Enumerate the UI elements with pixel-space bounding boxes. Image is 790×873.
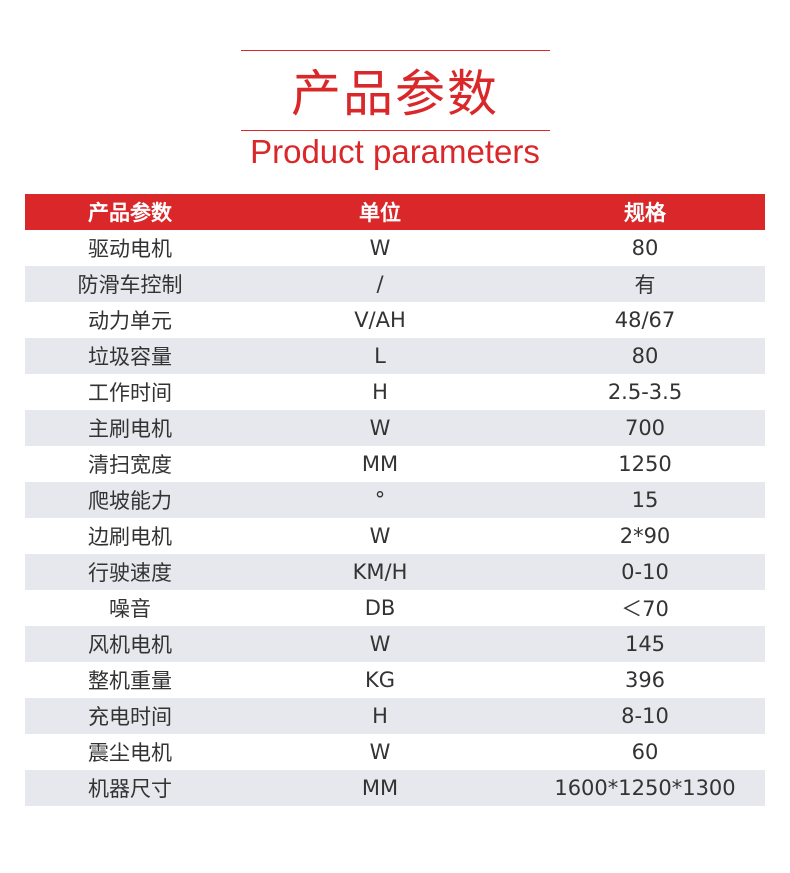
table-row: 风机电机 W 145 [25, 626, 765, 662]
unit-cell: MM [361, 452, 399, 476]
table-row: 垃圾容量 L 80 [25, 338, 765, 374]
table-row: 主刷电机 W 700 [25, 410, 765, 446]
parameter-cell: 机器尺寸 [25, 770, 235, 806]
spec-cell: 396 [624, 668, 666, 692]
parameter-cell: 震尘电机 [88, 741, 172, 765]
unit-cell: MM [235, 770, 525, 806]
parameter-cell: 工作时间 [88, 381, 172, 405]
table-row: 充电时间 H 8-10 [25, 698, 765, 734]
table-row: 行驶速度 KM/H 0-10 [25, 554, 765, 590]
table-row: 噪音 DB ＜70 [25, 590, 765, 626]
spec-cell: 80 [631, 236, 659, 260]
unit-cell: DB [364, 596, 396, 620]
spec-cell: 15 [525, 482, 765, 518]
parameter-cell: 清扫宽度 [88, 453, 172, 477]
unit-cell: W [235, 626, 525, 662]
parameter-cell: 风机电机 [25, 626, 235, 662]
unit-cell: V/AH [354, 308, 406, 332]
unit-cell: KG [364, 668, 396, 692]
table-row: 爬坡能力 ° 15 [25, 482, 765, 518]
parameter-cell: 噪音 [109, 597, 151, 621]
parameter-cell: 防滑车控制 [25, 266, 235, 302]
unit-cell: KM/H [235, 554, 525, 590]
title-top-rule [241, 50, 550, 51]
table-row: 边刷电机 W 2*90 [25, 518, 765, 554]
page-title: 产品参数 [291, 65, 499, 123]
table-row: 防滑车控制 / 有 [25, 266, 765, 302]
table-row: 整机重量 KG 396 [25, 662, 765, 698]
spec-cell: 有 [525, 266, 765, 302]
spec-cell: 2*90 [619, 524, 671, 548]
table-header: 产品参数 单位 规格 [25, 194, 765, 230]
unit-cell: W [369, 524, 391, 548]
table-row: 驱动电机 W 80 [25, 230, 765, 266]
spec-cell: 8-10 [525, 698, 765, 734]
parameter-cell: 爬坡能力 [25, 482, 235, 518]
table-row: 动力单元 V/AH 48/67 [25, 302, 765, 338]
spec-cell: 1250 [618, 452, 672, 476]
spec-cell: 80 [525, 338, 765, 374]
table-row: 清扫宽度 MM 1250 [25, 446, 765, 482]
unit-cell: H [372, 380, 388, 404]
table-row: 机器尺寸 MM 1600*1250*1300 [25, 770, 765, 806]
spec-cell: ＜70 [621, 597, 669, 621]
unit-cell: L [235, 338, 525, 374]
unit-cell: W [369, 236, 391, 260]
parameter-cell: 主刷电机 [25, 410, 235, 446]
spec-cell: 48/67 [614, 308, 676, 332]
spec-cell: 145 [525, 626, 765, 662]
spec-cell: 60 [631, 740, 659, 764]
header-parameter: 产品参数 [25, 194, 235, 230]
spec-cell: 1600*1250*1300 [525, 770, 765, 806]
table-row: 震尘电机 W 60 [25, 734, 765, 770]
parameter-cell: 整机重量 [88, 669, 172, 693]
title-bottom-rule [241, 130, 550, 131]
header-spec: 规格 [525, 194, 765, 230]
parameter-cell: 边刷电机 [88, 525, 172, 549]
spec-cell: 0-10 [525, 554, 765, 590]
parameter-cell: 驱动电机 [88, 237, 172, 261]
unit-cell: H [235, 698, 525, 734]
unit-cell: W [235, 410, 525, 446]
parameter-cell: 动力单元 [88, 309, 172, 333]
parameter-cell: 充电时间 [25, 698, 235, 734]
spec-cell: 2.5-3.5 [607, 380, 683, 404]
parameters-table: 产品参数 单位 规格 驱动电机 W 80 防滑车控制 / 有动力单元 V/AH 48/67 垃圾… [25, 194, 765, 806]
unit-cell: ° [235, 482, 525, 518]
parameter-cell: 行驶速度 [25, 554, 235, 590]
parameter-cell: 垃圾容量 [25, 338, 235, 374]
table-row: 工作时间 H 2.5-3.5 [25, 374, 765, 410]
spec-cell: 700 [525, 410, 765, 446]
unit-cell: W [369, 740, 391, 764]
page-subtitle: Product parameters [250, 133, 540, 170]
unit-cell: / [235, 266, 525, 302]
header-unit: 单位 [235, 194, 525, 230]
